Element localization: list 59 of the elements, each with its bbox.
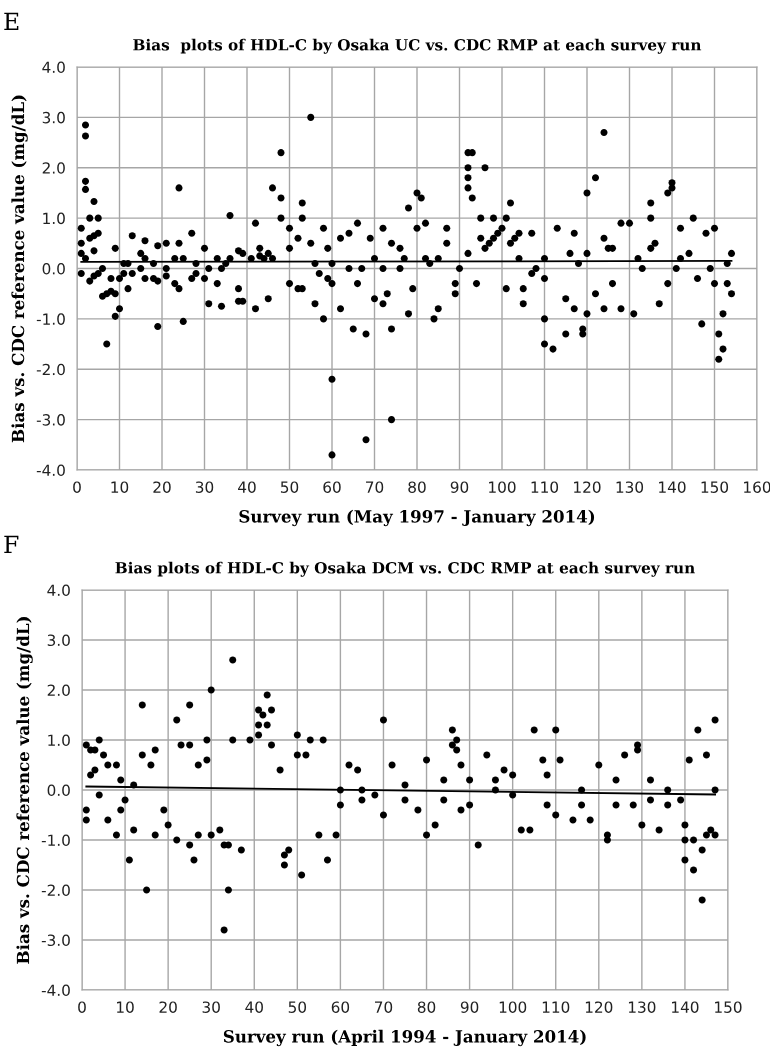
y-tick-label: -4.0 xyxy=(36,464,65,477)
x-tick-label: 130 xyxy=(628,1001,656,1013)
x-tick-label: 110 xyxy=(531,481,559,493)
x-tick-label: 120 xyxy=(585,1001,613,1013)
y-tick-label: -3.0 xyxy=(41,934,70,947)
y-axis-title: Bias vs. CDC reference value (mg/dL) xyxy=(16,617,33,964)
y-tick-label: 4.0 xyxy=(47,584,70,597)
y-tick-label: 1.0 xyxy=(48,734,70,747)
y-tick-label: -2.0 xyxy=(41,884,70,897)
x-tick-label: 130 xyxy=(616,481,644,493)
x-tick-label: 30 xyxy=(202,1001,220,1013)
x-tick-label: 160 xyxy=(744,481,770,493)
chart-title: Bias plots of HDL-C by Osaka UC vs. CDC RMP at each survey run xyxy=(133,38,702,54)
y-tick-label: -4.0 xyxy=(41,984,70,997)
y-tick-label: 2.0 xyxy=(42,162,65,174)
x-tick-label: 50 xyxy=(288,1001,307,1013)
x-tick-label: 60 xyxy=(331,1001,350,1013)
y-tick-label: 4.0 xyxy=(42,61,65,74)
x-tick-label: 100 xyxy=(489,481,516,493)
x-axis-title: Survey run (April 1994 - January 2014) xyxy=(223,1029,586,1047)
x-tick-label: 20 xyxy=(159,1001,177,1013)
x-axis-title: Survey run (May 1997 - January 2014) xyxy=(239,509,595,527)
x-tick-label: 40 xyxy=(238,481,256,493)
x-tick-label: 10 xyxy=(111,481,129,493)
y-tick-label: 0.0 xyxy=(47,784,70,797)
x-tick-label: 30 xyxy=(195,481,214,493)
x-tick-label: 80 xyxy=(417,1001,436,1013)
x-tick-label: 0 xyxy=(73,481,81,493)
y-tick-label: 3.0 xyxy=(42,111,65,124)
x-tick-label: 110 xyxy=(542,1001,570,1013)
x-tick-label: 80 xyxy=(408,481,426,493)
x-tick-label: 90 xyxy=(450,481,469,493)
x-tick-label: 0 xyxy=(78,1001,86,1013)
x-tick-label: 140 xyxy=(672,1001,699,1013)
y-tick-label: 1.0 xyxy=(43,212,65,225)
y-tick-label: -2.0 xyxy=(36,363,65,376)
x-tick-label: 20 xyxy=(153,481,171,493)
y-axis-title: Bias vs. CDC reference value (mg/dL) xyxy=(11,95,28,443)
text: F xyxy=(4,535,19,553)
text: E xyxy=(4,12,19,30)
y-tick-label: -3.0 xyxy=(36,414,65,426)
chart-title: Bias plots of HDL-C by Osaka DCM vs. CDC RMP at each survey run xyxy=(115,561,695,577)
x-tick-label: 140 xyxy=(659,481,686,493)
x-tick-label: 10 xyxy=(117,1001,134,1013)
y-tick-label: 0.0 xyxy=(42,262,65,275)
x-tick-label: 90 xyxy=(460,1001,479,1013)
x-tick-label: 120 xyxy=(574,481,601,493)
x-tick-label: 100 xyxy=(499,1001,527,1013)
y-tick-label: 2.0 xyxy=(47,684,70,697)
y-tick-label: -1.0 xyxy=(41,834,70,847)
x-tick-label: 150 xyxy=(701,481,729,493)
x-tick-label: 70 xyxy=(366,481,384,493)
y-tick-label: 3.0 xyxy=(47,634,70,647)
x-tick-label: 60 xyxy=(323,481,341,493)
x-tick-label: 70 xyxy=(375,1001,393,1013)
x-tick-label: 50 xyxy=(280,481,299,493)
x-tick-label: 40 xyxy=(245,1001,263,1013)
x-tick-label: 150 xyxy=(715,1001,742,1013)
y-tick-label: -1.0 xyxy=(36,313,65,325)
